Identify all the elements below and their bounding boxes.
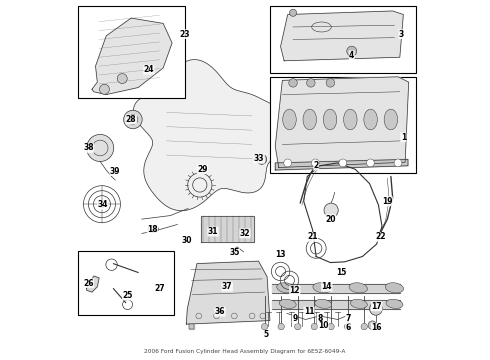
- Text: 27: 27: [154, 284, 165, 293]
- Text: 23: 23: [179, 30, 190, 39]
- Ellipse shape: [343, 109, 357, 130]
- Ellipse shape: [277, 283, 295, 293]
- Ellipse shape: [349, 283, 368, 293]
- Text: 8: 8: [317, 314, 322, 323]
- Circle shape: [328, 323, 334, 330]
- Text: 11: 11: [304, 307, 314, 316]
- Text: 28: 28: [126, 115, 136, 124]
- Circle shape: [367, 159, 374, 167]
- Text: 19: 19: [382, 197, 392, 206]
- Polygon shape: [281, 11, 403, 61]
- Text: 29: 29: [197, 165, 208, 174]
- Text: 33: 33: [254, 154, 265, 163]
- Ellipse shape: [283, 109, 296, 130]
- Circle shape: [289, 78, 297, 87]
- Polygon shape: [275, 77, 409, 167]
- Circle shape: [87, 134, 114, 162]
- Circle shape: [307, 78, 315, 87]
- Ellipse shape: [313, 283, 331, 293]
- Ellipse shape: [350, 299, 368, 309]
- Text: 18: 18: [147, 225, 158, 234]
- Ellipse shape: [384, 109, 398, 130]
- Polygon shape: [87, 276, 99, 292]
- Polygon shape: [200, 216, 254, 242]
- Text: 6: 6: [345, 323, 351, 332]
- Bar: [270, 77, 416, 173]
- Text: 4: 4: [349, 51, 354, 60]
- Text: 16: 16: [371, 323, 382, 332]
- Circle shape: [368, 321, 377, 329]
- Ellipse shape: [364, 109, 377, 130]
- Text: 38: 38: [83, 144, 94, 153]
- Circle shape: [294, 323, 301, 330]
- Circle shape: [324, 203, 338, 217]
- Text: 39: 39: [110, 167, 121, 176]
- Text: 25: 25: [122, 291, 133, 300]
- Circle shape: [326, 78, 335, 87]
- Text: 9: 9: [292, 314, 297, 323]
- Text: 13: 13: [275, 250, 286, 259]
- Circle shape: [290, 9, 296, 16]
- Circle shape: [261, 323, 268, 330]
- Ellipse shape: [148, 226, 159, 232]
- Polygon shape: [92, 18, 172, 95]
- Text: 35: 35: [229, 248, 240, 257]
- Circle shape: [117, 73, 127, 84]
- Text: 37: 37: [222, 282, 233, 291]
- Text: 31: 31: [208, 227, 218, 236]
- Ellipse shape: [385, 283, 404, 293]
- Text: 5: 5: [264, 330, 269, 339]
- Ellipse shape: [315, 299, 332, 309]
- Bar: [78, 251, 174, 315]
- Text: 3: 3: [399, 30, 404, 39]
- Text: 14: 14: [321, 282, 332, 291]
- Text: 1: 1: [401, 133, 406, 142]
- Circle shape: [339, 159, 347, 167]
- Circle shape: [344, 323, 351, 330]
- Text: 7: 7: [345, 314, 351, 323]
- Polygon shape: [189, 324, 195, 329]
- Text: 32: 32: [240, 229, 250, 238]
- Ellipse shape: [386, 299, 403, 309]
- Text: 20: 20: [325, 215, 336, 224]
- Polygon shape: [275, 159, 408, 170]
- Ellipse shape: [323, 109, 337, 130]
- Circle shape: [278, 323, 284, 330]
- Text: 30: 30: [181, 236, 192, 245]
- Bar: [270, 6, 416, 73]
- Polygon shape: [186, 261, 270, 324]
- Circle shape: [394, 159, 402, 167]
- Ellipse shape: [279, 299, 296, 309]
- Circle shape: [361, 323, 368, 330]
- Ellipse shape: [303, 109, 317, 130]
- Text: 34: 34: [98, 201, 108, 210]
- Text: 10: 10: [318, 321, 328, 330]
- Circle shape: [311, 159, 319, 167]
- Circle shape: [99, 84, 109, 94]
- Circle shape: [347, 46, 357, 56]
- Circle shape: [123, 110, 142, 129]
- Circle shape: [369, 302, 382, 315]
- Polygon shape: [133, 60, 301, 211]
- Text: 22: 22: [375, 233, 386, 242]
- Text: 2006 Ford Fusion Cylinder Head Assembly Diagram for 6E5Z-6049-A: 2006 Ford Fusion Cylinder Head Assembly …: [145, 348, 345, 354]
- Text: 17: 17: [371, 302, 382, 311]
- Text: 2: 2: [314, 161, 319, 170]
- Circle shape: [311, 323, 318, 330]
- Bar: [78, 6, 185, 98]
- Text: 15: 15: [336, 268, 346, 277]
- Circle shape: [257, 154, 267, 165]
- Text: 36: 36: [215, 307, 225, 316]
- Text: 12: 12: [290, 286, 300, 295]
- Circle shape: [284, 159, 292, 167]
- Text: 21: 21: [307, 233, 318, 242]
- Text: 24: 24: [144, 65, 154, 74]
- Text: 26: 26: [83, 279, 94, 288]
